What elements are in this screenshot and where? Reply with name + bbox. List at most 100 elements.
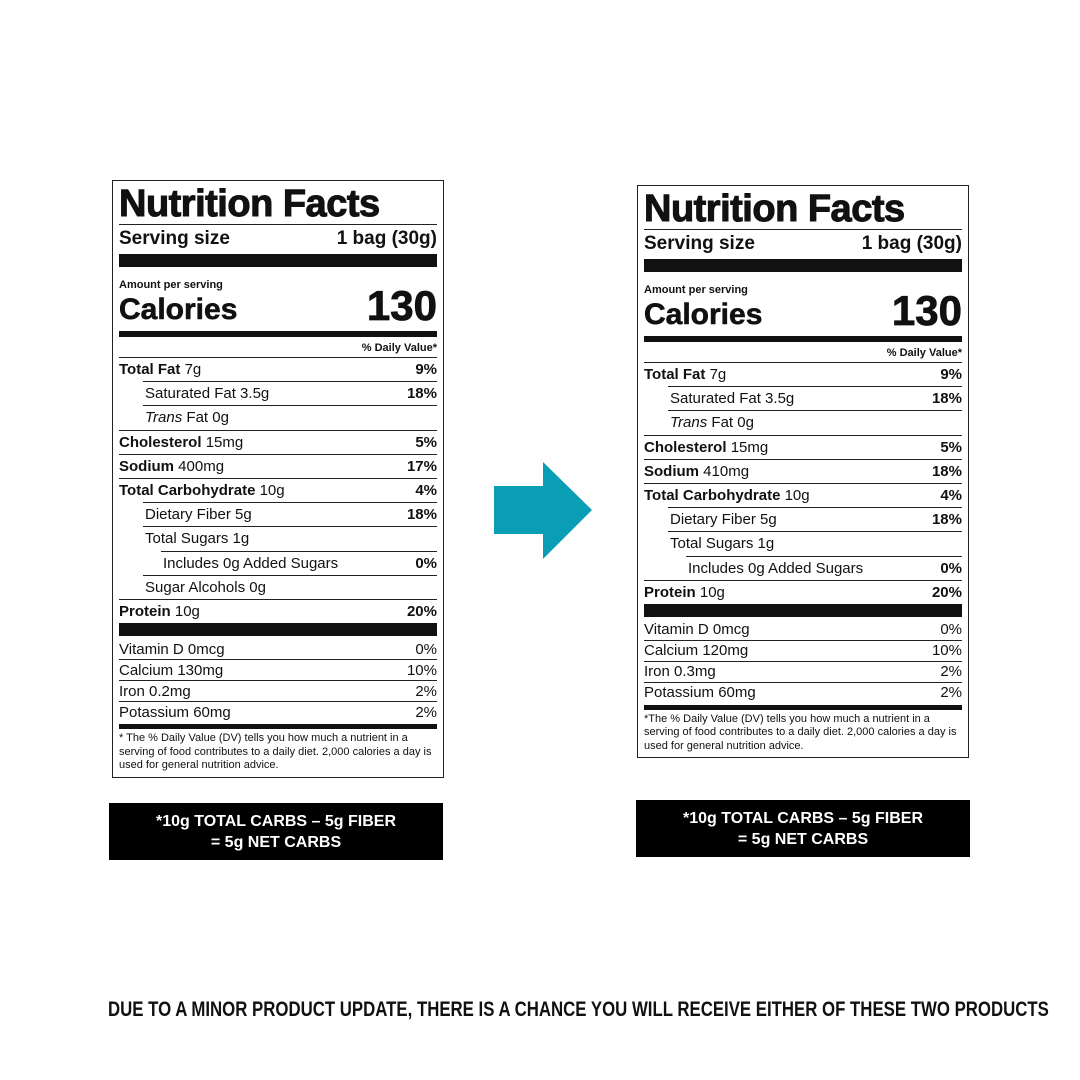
nutrient-dv: 5% (415, 433, 437, 451)
nutrient-name-group: Total Carbohydrate 10g (119, 482, 285, 499)
nutrient-dv: 18% (931, 511, 962, 529)
nutrient-row: Trans Fat 0g (668, 410, 962, 434)
nutrient-row: Trans Fat 0g (143, 405, 437, 429)
vitamin-dv: 0% (415, 640, 437, 658)
vitamin-dv: 0% (940, 621, 962, 639)
nutrient-name-group: Total Sugars 1g (668, 535, 774, 552)
vitamin-row: Vitamin D 0mcg 0% (644, 620, 962, 640)
vitamin-name: Calcium 120mg (644, 642, 749, 660)
nutrient-name-group: Cholesterol 15mg (644, 439, 768, 456)
serving-row: Serving size 1 bag (30g) (644, 229, 962, 259)
net-carbs-line: = 5g NET CARBS (737, 830, 869, 848)
nutrient-name: Trans (670, 414, 708, 432)
nutrient-row: Includes 0g Added Sugars 0% (686, 555, 962, 580)
nutrient-name-group: Total Fat 7g (644, 366, 726, 383)
nutrient-name-group: Dietary Fiber 5g (143, 506, 252, 523)
vitamin-row: Iron 0.3mg 2% (644, 660, 962, 682)
label-title: Nutrition Facts (119, 183, 381, 225)
vitamin-name: Iron 0.2mg (119, 682, 191, 700)
serving-value: 1 bag (30g) (861, 233, 962, 254)
nutrient-row: Saturated Fat 3.5g 18% (668, 386, 962, 410)
nutrient-name-group: Total Fat 7g (119, 361, 201, 378)
nutrient-amount: 15mg (730, 438, 769, 456)
thick-bar (119, 254, 437, 267)
nutrient-amount: 7g (709, 366, 727, 384)
nutrient-amount: 10g (699, 583, 725, 601)
nutrient-dv: 5% (940, 438, 962, 456)
medium-bar (644, 704, 962, 710)
nutrient-row: Total Fat 7g 9% (119, 357, 437, 381)
nutrient-row: Total Carbohydrate 10g 4% (119, 477, 437, 502)
vitamin-dv: 2% (415, 682, 437, 700)
vitamin-name: Vitamin D 0mcg (644, 621, 750, 639)
calories-label: Calories (644, 298, 763, 332)
nutrient-name: Includes 0g Added Sugars (163, 554, 339, 572)
nutrient-name: Sugar Alcohols 0g (145, 578, 266, 596)
nutrient-name: Cholesterol (644, 438, 727, 456)
arrow (494, 462, 592, 559)
vitamin-row: Calcium 120mg 10% (644, 639, 962, 661)
vitamin-name: Potassium 60mg (119, 703, 231, 721)
nutrient-amount: 15mg (205, 433, 244, 451)
nutrient-name-group: Total Sugars 1g (143, 530, 249, 547)
nutrient-name: Total Fat (644, 366, 706, 384)
nutrient-dv: 18% (931, 390, 962, 408)
nutrient-name: Sodium (119, 457, 174, 475)
nutrient-name: Protein (644, 583, 696, 601)
nutrient-row: Sodium 400mg 17% (119, 453, 437, 478)
nutrient-row: Dietary Fiber 5g 18% (143, 502, 437, 526)
footnote: * The % Daily Value (DV) tells you how m… (119, 732, 432, 772)
nutrient-name-group: Sugar Alcohols 0g (143, 579, 266, 596)
label-title: Nutrition Facts (644, 188, 906, 230)
nutrient-amount: 410mg (703, 462, 750, 480)
nutrient-amount: 400mg (178, 457, 225, 475)
nutrient-row: Total Carbohydrate 10g 4% (644, 482, 962, 507)
calories-row: Calories 130 (119, 284, 438, 327)
nutrient-dv: 18% (406, 506, 437, 524)
calories-value: 130 (366, 282, 438, 329)
nutrient-row: Protein 10g 20% (119, 598, 437, 623)
nutrient-name-group: Cholesterol 15mg (119, 434, 243, 451)
footnote: *The % Daily Value (DV) tells you how mu… (644, 712, 957, 752)
calories-row: Calories 130 (644, 289, 963, 332)
nutrient-name-group: Trans Fat 0g (668, 414, 754, 431)
nutrient-row: Saturated Fat 3.5g 18% (143, 381, 437, 405)
nutrient-dv: 4% (940, 487, 962, 505)
vitamin-name: Iron 0.3mg (644, 663, 716, 681)
net-carbs-line: *10g TOTAL CARBS – 5g FIBER (155, 812, 397, 830)
nutrient-name: Saturated Fat 3.5g (670, 390, 795, 408)
nutrient-amount: Fat 0g (186, 409, 229, 427)
arrow-shape (494, 462, 592, 559)
vitamin-dv: 2% (415, 703, 437, 721)
nutrient-row: Cholesterol 15mg 5% (119, 429, 437, 454)
nutrient-row: Total Fat 7g 9% (644, 362, 962, 386)
net-carbs-line: *10g TOTAL CARBS – 5g FIBER (682, 809, 924, 827)
net-carbs-box: *10g TOTAL CARBS – 5g FIBER = 5g NET CARB… (636, 800, 970, 857)
nutrient-dv: 0% (940, 559, 962, 577)
vitamin-dv: 2% (940, 663, 962, 681)
nutrient-row: Includes 0g Added Sugars 0% (161, 550, 437, 575)
notice: DUE TO A MINOR PRODUCT UPDATE, THERE IS … (108, 998, 1049, 1021)
serving-row: Serving size 1 bag (30g) (119, 224, 437, 254)
nutrient-name-group: Includes 0g Added Sugars (161, 555, 338, 572)
nutrition-label: Nutrition Facts Serving size 1 bag (30g) Am… (112, 180, 444, 778)
nutrient-row: Cholesterol 15mg 5% (644, 434, 962, 459)
nutrient-row: Dietary Fiber 5g 18% (668, 507, 962, 531)
nutrient-name-group: Protein 10g (119, 603, 200, 620)
vitamin-row: Potassium 60mg 2% (119, 701, 437, 722)
medium-bar (644, 336, 962, 342)
vitamin-name: Vitamin D 0mcg (119, 640, 225, 658)
vitamin-row: Potassium 60mg 2% (644, 681, 962, 703)
nutrient-dv: 9% (415, 361, 437, 379)
nutrient-name: Total Carbohydrate (119, 482, 256, 500)
net-carbs-line: = 5g NET CARBS (210, 833, 342, 851)
nutrient-amount: 10g (174, 602, 200, 620)
thick-bar (119, 623, 437, 637)
nutrient-amount: 10g (259, 482, 285, 500)
nutrient-name-group: Saturated Fat 3.5g (143, 385, 269, 402)
nutrient-name-group: Dietary Fiber 5g (668, 511, 777, 528)
serving-label: Serving size (644, 233, 755, 254)
vitamin-list: Vitamin D 0mcg 0% Calcium 130mg 10% Iron 0.2… (119, 639, 437, 722)
vitamin-list: Vitamin D 0mcg 0% Calcium 120mg 10% Iron 0.3… (644, 620, 962, 703)
